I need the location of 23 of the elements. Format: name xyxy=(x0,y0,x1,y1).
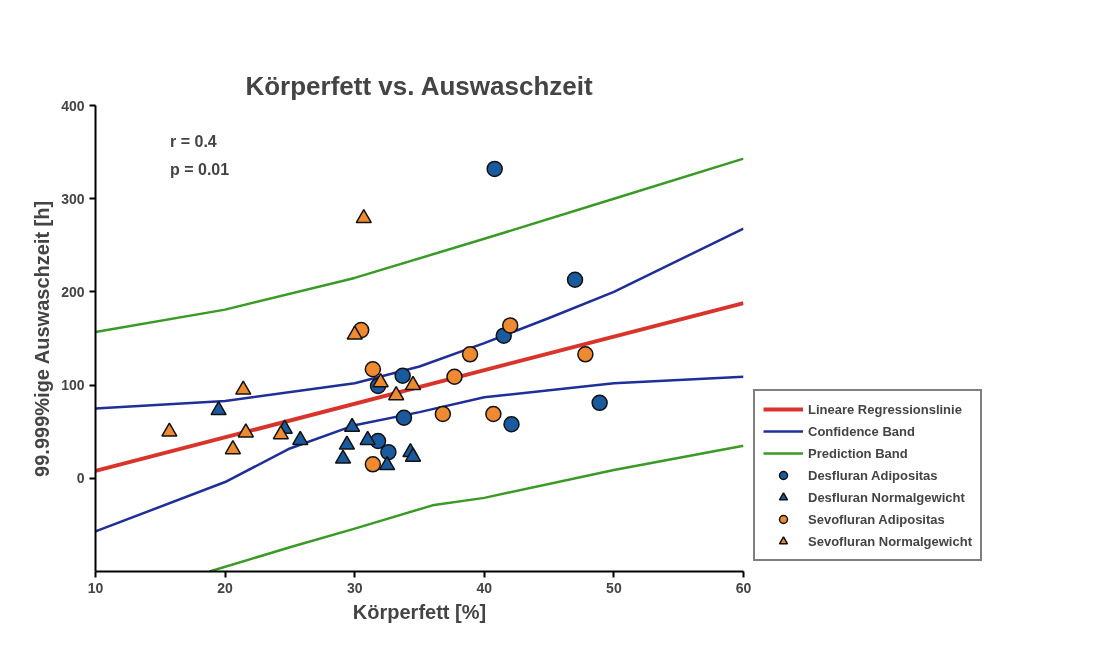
legend-label: Desfluran Adipositas xyxy=(808,467,938,483)
legend-label: Sevofluran Normalgewicht xyxy=(808,533,972,549)
x-tick-label: 10 xyxy=(87,579,104,596)
legend-label: Lineare Regressionslinie xyxy=(808,401,962,417)
legend-label: Confidence Band xyxy=(808,423,915,439)
x-tick-label: 40 xyxy=(476,579,493,596)
annotation: r = 0.4 xyxy=(170,132,217,150)
y-tick-label: 100 xyxy=(61,377,85,394)
x-axis-title: Körperfett [%] xyxy=(352,600,487,623)
x-tick-label: 50 xyxy=(606,579,622,596)
legend-label: Desfluran Normalgewicht xyxy=(808,489,965,505)
x-tick-label: 60 xyxy=(735,579,752,596)
legend-label: Prediction Band xyxy=(808,445,908,461)
y-tick-label: 0 xyxy=(76,470,85,487)
x-tick-label: 30 xyxy=(346,579,363,596)
annotation: p = 0.01 xyxy=(170,160,230,178)
chart-title: Körperfett vs. Auswaschzeit xyxy=(245,70,593,101)
y-tick-label: 400 xyxy=(61,97,85,114)
x-tick-label: 20 xyxy=(217,579,234,596)
y-axis-title: 99.999%ige Auswaschzeit [h] xyxy=(31,200,54,477)
legend-label: Sevofluran Adipositas xyxy=(808,511,945,527)
y-tick-label: 300 xyxy=(61,190,85,207)
y-tick-label: 200 xyxy=(61,283,85,300)
